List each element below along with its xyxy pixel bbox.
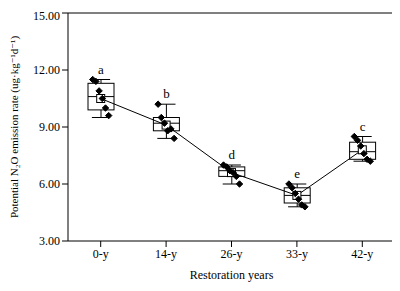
svg-text:e: e	[294, 166, 300, 181]
svg-text:33-y: 33-y	[286, 247, 308, 261]
svg-text:d: d	[229, 147, 236, 162]
svg-text:a: a	[98, 62, 104, 77]
svg-text:3.00: 3.00	[39, 234, 60, 248]
svg-text:0-y: 0-y	[93, 247, 109, 261]
svg-text:12.00: 12.00	[33, 63, 60, 77]
svg-text:9.00: 9.00	[39, 120, 60, 134]
svg-text:b: b	[163, 86, 170, 101]
svg-text:Restoration years: Restoration years	[190, 268, 274, 282]
svg-text:Potential N₂O emission rate (u: Potential N₂O emission rate (ug·kg⁻¹d⁻¹)	[8, 36, 21, 218]
svg-text:15.00: 15.00	[33, 9, 60, 23]
svg-text:14-y: 14-y	[155, 247, 177, 261]
svg-text:6.00: 6.00	[39, 177, 60, 191]
svg-text:26-y: 26-y	[221, 247, 243, 261]
svg-text:42-y: 42-y	[351, 247, 373, 261]
svg-text:c: c	[360, 119, 366, 134]
